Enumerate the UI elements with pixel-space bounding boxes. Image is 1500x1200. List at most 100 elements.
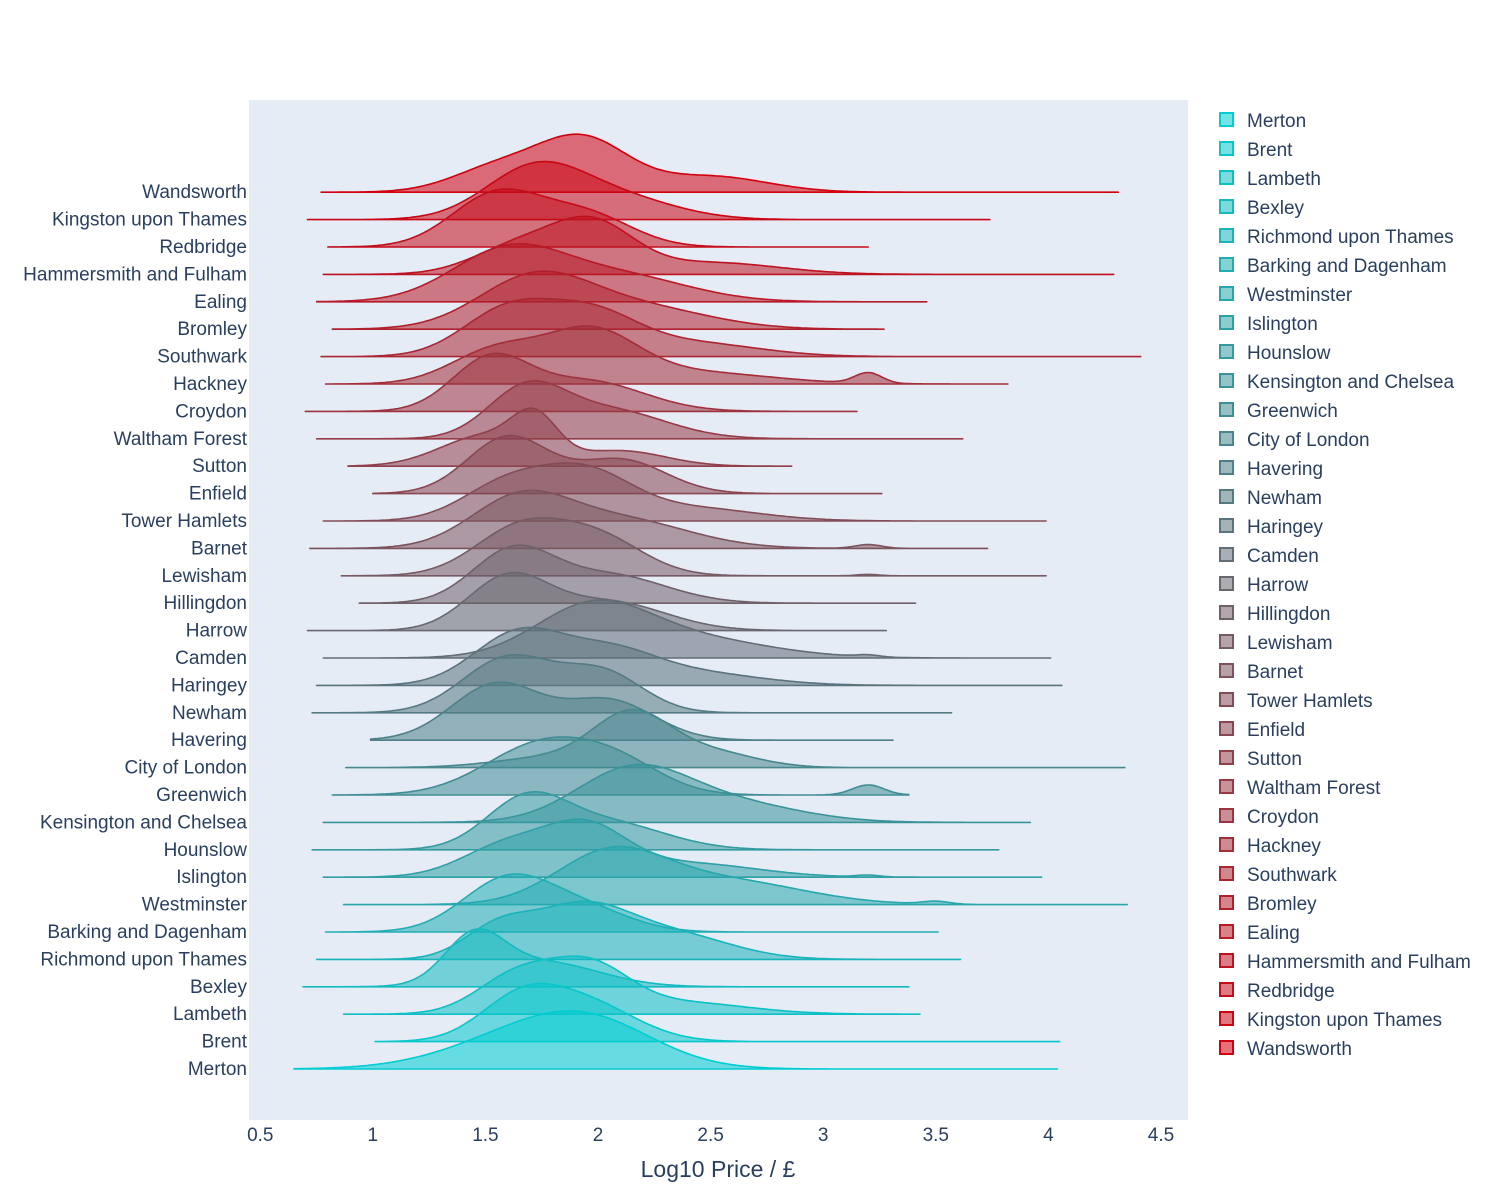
legend-item[interactable]: Bexley bbox=[1219, 198, 1305, 219]
legend-item[interactable]: Newham bbox=[1219, 488, 1322, 509]
x-axis-ticks: 0.5 1 1.5 2 2.5 3 3.5 4 4.5 bbox=[247, 1125, 1174, 1146]
legend-item[interactable]: Harrow bbox=[1219, 575, 1309, 596]
legend-item[interactable]: Westminster bbox=[1219, 285, 1353, 306]
y-tick-label: Lewisham bbox=[161, 566, 247, 587]
legend-item[interactable]: Richmond upon Thames bbox=[1219, 227, 1454, 248]
legend-item[interactable]: Enfield bbox=[1219, 720, 1305, 741]
y-tick-label: City of London bbox=[124, 758, 247, 779]
legend-item[interactable]: Hillingdon bbox=[1219, 604, 1330, 625]
legend-item[interactable]: Redbridge bbox=[1219, 981, 1335, 1002]
ridge-waltham-forest bbox=[315, 380, 964, 440]
x-tick-label: 1.5 bbox=[472, 1125, 498, 1146]
legend-item[interactable]: Lewisham bbox=[1219, 633, 1333, 654]
legend-label: Barking and Dagenham bbox=[1247, 256, 1447, 277]
legend-item[interactable]: Hackney bbox=[1219, 836, 1321, 857]
y-tick-label: Lambeth bbox=[173, 1004, 247, 1025]
legend-label: Newham bbox=[1247, 488, 1322, 509]
ridge-islington bbox=[322, 818, 1043, 878]
legend-swatch bbox=[1219, 692, 1234, 707]
y-tick-label: Waltham Forest bbox=[114, 429, 248, 450]
y-tick-label: Haringey bbox=[171, 675, 248, 696]
legend-label: City of London bbox=[1247, 430, 1370, 451]
legend-label: Brent bbox=[1247, 140, 1293, 161]
legend-item[interactable]: City of London bbox=[1219, 430, 1370, 451]
legend-swatch bbox=[1219, 779, 1234, 794]
legend-swatch bbox=[1219, 982, 1234, 997]
legend-swatch bbox=[1219, 605, 1234, 620]
legend-item[interactable]: Wandsworth bbox=[1219, 1039, 1352, 1060]
legend-label: Sutton bbox=[1247, 749, 1302, 770]
y-tick-label: Merton bbox=[188, 1059, 247, 1080]
y-tick-label: Westminster bbox=[142, 895, 248, 916]
legend-label: Camden bbox=[1247, 546, 1319, 567]
legend: Merton Brent Lambeth Bexley Richmond upon Th… bbox=[1219, 111, 1471, 1060]
legend-swatch bbox=[1219, 286, 1234, 301]
legend-swatch bbox=[1219, 402, 1234, 417]
legend-item[interactable]: Hounslow bbox=[1219, 343, 1331, 364]
legend-label: Hammersmith and Fulham bbox=[1247, 952, 1471, 973]
y-tick-label: Greenwich bbox=[156, 785, 247, 806]
legend-item[interactable]: Islington bbox=[1219, 314, 1318, 335]
y-tick-label: Enfield bbox=[189, 484, 247, 505]
x-tick-label: 2.5 bbox=[697, 1125, 723, 1146]
legend-item[interactable]: Haringey bbox=[1219, 517, 1324, 538]
legend-item[interactable]: Waltham Forest bbox=[1219, 778, 1381, 799]
legend-label: Redbridge bbox=[1247, 981, 1335, 1002]
legend-item[interactable]: Hammersmith and Fulham bbox=[1219, 952, 1471, 973]
x-tick-label: 4.5 bbox=[1148, 1125, 1174, 1146]
legend-item[interactable]: Havering bbox=[1219, 459, 1323, 480]
ridge-hounslow bbox=[311, 791, 1000, 851]
ridge-city-of-london bbox=[345, 708, 1126, 769]
legend-label: Bexley bbox=[1247, 198, 1305, 219]
legend-swatch bbox=[1219, 634, 1234, 649]
legend-swatch bbox=[1219, 576, 1234, 591]
legend-swatch bbox=[1219, 837, 1234, 852]
y-tick-label: Wandsworth bbox=[142, 182, 247, 203]
legend-swatch bbox=[1219, 750, 1234, 765]
legend-item[interactable]: Greenwich bbox=[1219, 401, 1338, 422]
legend-item[interactable]: Barnet bbox=[1219, 662, 1304, 683]
y-tick-label: Bexley bbox=[190, 977, 248, 998]
legend-item[interactable]: Croydon bbox=[1219, 807, 1319, 828]
legend-item[interactable]: Sutton bbox=[1219, 749, 1302, 770]
y-tick-label: Camden bbox=[175, 648, 247, 669]
legend-swatch bbox=[1219, 953, 1234, 968]
y-tick-label: Newham bbox=[172, 703, 247, 724]
x-tick-label: 0.5 bbox=[247, 1125, 273, 1146]
y-tick-label: Hammersmith and Fulham bbox=[23, 264, 247, 285]
legend-item[interactable]: Tower Hamlets bbox=[1219, 691, 1373, 712]
legend-label: Islington bbox=[1247, 314, 1318, 335]
legend-label: Richmond upon Thames bbox=[1247, 227, 1454, 248]
legend-label: Enfield bbox=[1247, 720, 1305, 741]
legend-item[interactable]: Kensington and Chelsea bbox=[1219, 372, 1454, 393]
y-tick-label: Ealing bbox=[194, 292, 247, 313]
legend-item[interactable]: Lambeth bbox=[1219, 169, 1321, 190]
x-tick-label: 4 bbox=[1043, 1125, 1054, 1146]
legend-swatch bbox=[1219, 866, 1234, 881]
y-tick-label: Hackney bbox=[173, 374, 247, 395]
y-tick-label: Southwark bbox=[157, 347, 247, 368]
ridge-bromley bbox=[331, 270, 885, 330]
y-tick-label: Richmond upon Thames bbox=[40, 949, 247, 970]
legend-item[interactable]: Southwark bbox=[1219, 865, 1337, 886]
y-tick-label: Redbridge bbox=[159, 237, 247, 258]
ridge-greenwich bbox=[331, 736, 910, 796]
legend-label: Harrow bbox=[1247, 575, 1309, 596]
legend-item[interactable]: Camden bbox=[1219, 546, 1319, 567]
legend-item[interactable]: Brent bbox=[1219, 140, 1293, 161]
legend-label: Ealing bbox=[1247, 923, 1300, 944]
legend-item[interactable]: Bromley bbox=[1219, 894, 1317, 915]
legend-label: Greenwich bbox=[1247, 401, 1338, 422]
legend-label: Tower Hamlets bbox=[1247, 691, 1373, 712]
legend-swatch bbox=[1219, 344, 1234, 359]
legend-item[interactable]: Barking and Dagenham bbox=[1219, 256, 1447, 277]
legend-item[interactable]: Merton bbox=[1219, 111, 1306, 132]
x-tick-label: 1 bbox=[368, 1125, 379, 1146]
y-tick-label: Hounslow bbox=[164, 840, 248, 861]
legend-label: Havering bbox=[1247, 459, 1323, 480]
legend-swatch bbox=[1219, 663, 1234, 678]
y-tick-label: Bromley bbox=[177, 319, 247, 340]
legend-item[interactable]: Ealing bbox=[1219, 923, 1300, 944]
legend-item[interactable]: Kingston upon Thames bbox=[1219, 1010, 1442, 1031]
